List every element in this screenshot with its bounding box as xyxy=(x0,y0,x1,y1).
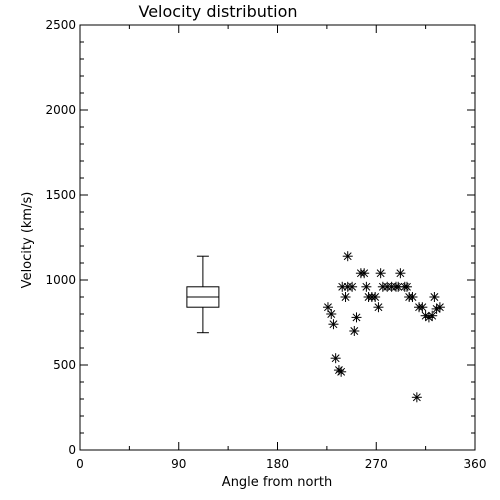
plot-frame xyxy=(79,24,476,451)
x-tick-label: 0 xyxy=(76,457,84,471)
x-axis-label: Angle from north xyxy=(222,475,332,490)
x-tick-label: 180 xyxy=(266,457,289,471)
y-tick-label: 500 xyxy=(53,358,76,372)
y-tick-label: 2000 xyxy=(45,103,76,117)
data-point xyxy=(326,309,337,319)
y-tick-label: 1500 xyxy=(45,188,76,202)
data-point xyxy=(359,268,370,279)
data-point xyxy=(328,319,339,330)
data-point xyxy=(336,366,347,377)
data-point xyxy=(407,292,418,302)
y-axis-label: Velocity (km/s) xyxy=(20,192,35,289)
data-point xyxy=(340,292,351,302)
data-point xyxy=(375,268,386,279)
data-point xyxy=(342,251,353,262)
data-point xyxy=(434,302,445,313)
data-point xyxy=(361,281,372,292)
data-point xyxy=(373,302,384,313)
data-point xyxy=(401,281,412,292)
axes: 0 90 180 270 360 0 500 1000 1500 2000 2500 xyxy=(45,18,486,471)
data-point xyxy=(417,302,428,313)
data-point xyxy=(349,326,360,336)
chart-title: Velocity distribution xyxy=(138,2,297,21)
data-point xyxy=(427,310,438,321)
data-point xyxy=(395,268,406,279)
x-tick-label: 270 xyxy=(365,457,388,471)
data-point xyxy=(330,353,341,364)
scatter-points xyxy=(322,251,445,403)
boxplot xyxy=(186,255,220,334)
y-tick-label: 2500 xyxy=(45,18,76,32)
y-tick-label: 0 xyxy=(68,443,76,457)
data-point xyxy=(411,392,422,403)
data-point xyxy=(429,292,440,302)
y-tick-label: 1000 xyxy=(45,273,76,287)
x-tick-label: 90 xyxy=(171,457,186,471)
data-point xyxy=(370,292,381,302)
data-point xyxy=(351,312,362,323)
data-point xyxy=(347,281,358,292)
x-tick-label: 360 xyxy=(464,457,487,471)
